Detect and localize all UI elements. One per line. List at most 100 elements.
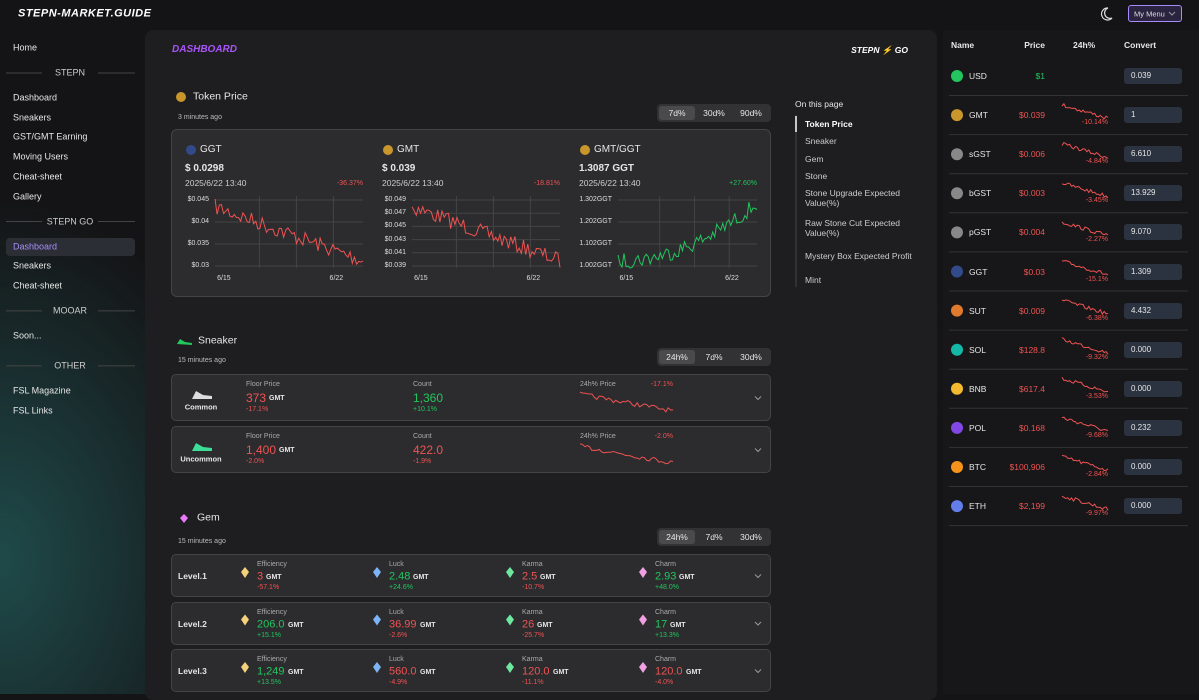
token-price: $0.004 [1019,227,1045,238]
gem-row[interactable] [171,601,771,645]
label: Count [413,432,432,440]
tab-active [659,350,695,364]
tab[interactable]: 30d% [740,531,762,542]
gem-label: Karma [522,560,543,568]
toc-link[interactable]: Stone Upgrade Expected Value(%) [805,187,900,208]
token-name: GMT/GGT [594,144,641,155]
tab[interactable]: 24h% [666,531,688,542]
toc-link[interactable]: Stone [805,170,828,181]
unit: GMT [420,668,436,676]
tab[interactable]: 30d% [740,351,762,362]
token-change: -9.32% [1085,353,1108,361]
token-change: -3.53% [1085,392,1108,400]
column-header: Convert [1124,39,1157,50]
tab[interactable]: 7d% [705,531,723,542]
gem-value: 1,249 [257,665,285,678]
toc-link[interactable]: Raw Stone Cut Expected Value(%) [805,217,900,238]
tab[interactable]: 90d% [740,107,762,118]
unit: GMT [540,573,556,581]
tab[interactable]: 24h% [666,351,688,362]
token-date: 2025/6/22 13:40 [579,177,641,188]
gem-label: Luck [389,608,404,616]
toc-link[interactable]: Gem [805,153,824,164]
nav-link[interactable]: FSL Magazine [13,385,71,396]
y-tick-label: $0.04 [191,217,209,225]
toc-link[interactable]: Sneaker [805,135,837,146]
convert-value: 1.309 [1131,266,1152,276]
convert-value: 0.000 [1131,501,1152,511]
token-change: +27.60% [729,179,757,187]
nav-link[interactable]: Home [13,42,38,53]
nav-link[interactable]: FSL Links [13,405,53,416]
nav-heading: STEPN GO [46,216,94,227]
nav-link[interactable]: Cheat-sheet [13,171,63,182]
toc-link[interactable]: Token Price [805,118,853,129]
convert-value: 9.070 [1131,227,1152,237]
label: Floor Price [246,380,280,388]
gem-change: +15.1% [257,631,281,639]
token-change: -36.37% [336,179,363,187]
token-change: -18.81% [533,179,560,187]
nav-link[interactable]: Soon... [13,330,42,341]
gem-value: 17 [655,617,668,630]
nav-link[interactable]: Cheat-sheet [13,280,63,291]
gem-label: Charm [655,655,677,663]
menu-label[interactable]: My Menu [1134,9,1165,18]
nav-heading: OTHER [54,360,86,371]
convert-box [1124,224,1182,241]
token-price: $0.039 [1019,110,1045,120]
tab-active [659,106,695,120]
section-title: Gem [197,511,220,524]
nav-link[interactable]: GST/GMT Earning [13,131,88,142]
toc-link[interactable]: Mint [805,274,822,285]
tab[interactable]: 30d% [703,107,725,118]
price-panel [943,30,1199,694]
unit: GMT [288,668,304,676]
convert-value: 0.232 [1131,423,1152,433]
unit: GMT [266,573,282,581]
nav-link[interactable]: Dashboard [13,241,58,252]
theme-toggle [1100,7,1113,21]
token-price: $0.006 [1019,149,1045,160]
unit: GMT [269,394,285,402]
gem-label: Charm [655,560,677,568]
gem-value: 560.0 [389,665,417,678]
toc-link[interactable]: Mystery Box Expected Profit [805,250,912,261]
floor-change: -2.0% [246,457,265,465]
nav-link[interactable]: Gallery [13,191,42,202]
y-tick-label: 1.202GGT [579,217,612,225]
nav-link[interactable]: Moving Users [13,151,69,162]
token-name: BNB [969,383,987,394]
nav-link[interactable]: Sneakers [13,112,52,123]
token-card [171,129,771,297]
token-name: USD [969,70,987,81]
nav-link[interactable]: Dashboard [13,92,58,103]
gem-change: -11.1% [522,678,544,686]
label: 24h% Price [580,432,616,440]
unit: GMT [679,573,695,581]
unit: GMT [686,668,702,676]
gem-row[interactable] [171,554,771,597]
level: Level.3 [178,665,207,676]
convert-box [1124,68,1182,84]
logo: STEPN-MARKET.GUIDE [18,7,152,20]
y-tick-label: $0.045 [384,222,406,230]
convert-box [1124,419,1182,436]
gem-change: -57.1% [257,583,280,591]
x-tick-label: 6/15 [414,274,428,282]
x-tick-label: 6/22 [725,274,739,282]
menu-button[interactable] [1128,5,1182,22]
tab[interactable]: 7d% [705,351,723,362]
gem-change: -4.9% [389,678,408,686]
count-value: 422.0 [413,442,444,457]
token-name: GGT [969,266,988,277]
gem-row[interactable] [171,649,771,692]
gem-label: Karma [522,608,543,616]
token-name: GMT [397,144,420,155]
token-change: -15.1% [1085,275,1108,283]
level: Level.1 [178,570,207,581]
gem-value: 206.0 [257,617,285,630]
tab[interactable]: 7d% [668,107,686,118]
nav-link[interactable]: Sneakers [13,260,52,271]
convert-box [1124,302,1182,319]
